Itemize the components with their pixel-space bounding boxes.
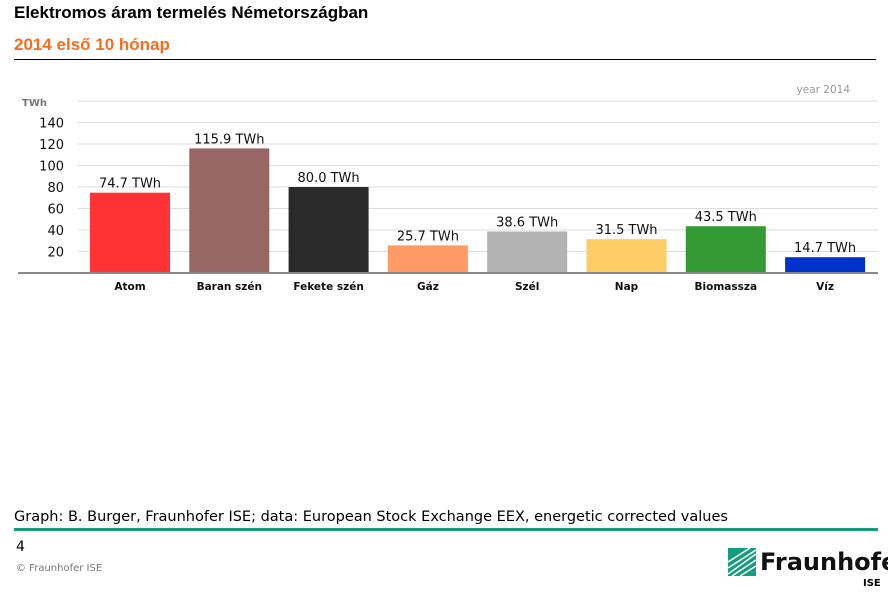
x-tick-label: Biomassza xyxy=(695,281,758,293)
year-annotation: year 2014 xyxy=(797,84,851,96)
bar xyxy=(785,257,866,273)
slide-title: Elektromos áram termelés Németországban xyxy=(14,3,369,22)
data-label: 25.7 TWh xyxy=(397,229,459,244)
copyright: © Fraunhofer ISE xyxy=(16,563,103,574)
bar xyxy=(586,239,667,273)
x-tick-label: Nap xyxy=(615,281,639,293)
data-label: 38.6 TWh xyxy=(496,216,558,231)
y-axis-label: TWh xyxy=(22,98,47,109)
x-tick-label: Szél xyxy=(515,281,539,293)
data-label: 31.5 TWh xyxy=(595,223,657,238)
y-tick-label: 20 xyxy=(47,246,64,261)
data-label: 14.7 TWh xyxy=(794,241,856,256)
bar xyxy=(189,148,270,273)
data-label: 80.0 TWh xyxy=(298,171,360,186)
x-tick-label: Víz xyxy=(816,281,834,293)
bar xyxy=(685,226,766,273)
source-note: Graph: B. Burger, Fraunhofer ISE; data: … xyxy=(14,509,728,525)
x-tick-label: Fekete szén xyxy=(293,281,363,293)
bar xyxy=(487,231,568,273)
x-tick-label: Baran szén xyxy=(197,281,262,293)
bar xyxy=(90,192,170,273)
slide-subtitle: 2014 első 10 hónap xyxy=(14,35,170,54)
y-tick-label: 120 xyxy=(39,138,64,153)
x-tick-label: Gáz xyxy=(417,281,439,293)
data-label: 74.7 TWh xyxy=(99,177,161,192)
logo-name: Fraunhofer xyxy=(760,548,888,576)
y-tick-label: 40 xyxy=(47,224,64,239)
bar xyxy=(288,187,369,273)
y-tick-label: 80 xyxy=(47,181,64,196)
bar xyxy=(387,245,468,273)
logo-sub: ISE xyxy=(863,578,881,589)
data-label: 43.5 TWh xyxy=(695,210,757,225)
data-label: 115.9 TWh xyxy=(194,132,264,147)
y-tick-label: 60 xyxy=(47,203,64,218)
fraunhofer-logo-icon xyxy=(728,548,756,576)
footer-divider xyxy=(14,528,878,531)
y-tick-label: 140 xyxy=(39,117,64,132)
title-divider xyxy=(14,59,876,60)
x-tick-label: Atom xyxy=(114,281,145,293)
bar-chart: 20 40 60 80 100 120 140 TWh year 2014 74.7 TWh Ato… xyxy=(18,84,878,293)
page-number: 4 xyxy=(16,539,25,555)
y-tick-label: 100 xyxy=(39,160,64,175)
